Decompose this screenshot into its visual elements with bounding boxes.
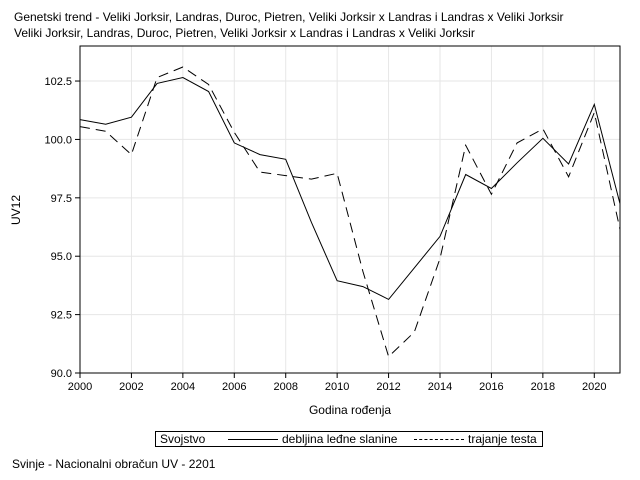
x-tick-label: 2008 <box>273 381 297 393</box>
legend-title: Svojstvo <box>160 432 206 446</box>
x-tick-label: 2016 <box>479 381 503 393</box>
y-tick-label: 90.0 <box>51 368 72 380</box>
x-axis-label: Godina rođenja <box>309 403 391 417</box>
y-tick-label: 102.5 <box>44 76 72 88</box>
chart-title-line-1: Genetski trend - Veliki Jorksir, Landras… <box>14 10 564 24</box>
legend-label-series-1: debljina leđne slanine <box>282 432 398 446</box>
x-tick-label: 2018 <box>531 381 555 393</box>
legend: Svojstvo debljina leđne slanine trajanje… <box>155 431 543 447</box>
y-tick-label: 97.5 <box>51 193 72 205</box>
x-tick-label: 2020 <box>582 381 606 393</box>
series-line-2 <box>79 66 621 358</box>
legend-label-series-2: trajanje testa <box>468 432 537 446</box>
line-chart: 2000 2002 2004 2006 2008 2010 2012 2014 2016 2018… <box>9 45 621 417</box>
x-tick-label: 2004 <box>171 381 195 393</box>
y-axis-label: UV12 <box>9 195 23 225</box>
series-lines <box>79 66 621 358</box>
x-tick-label: 2012 <box>376 381 400 393</box>
chart-title-line-2: Veliki Jorksir, Landras, Duroc, Pietren,… <box>14 26 475 40</box>
x-tick-label: 2010 <box>325 381 349 393</box>
x-tick-label: 2002 <box>119 381 143 393</box>
x-tick-label: 2006 <box>222 381 246 393</box>
axis-ticks: 2000 2002 2004 2006 2008 2010 2012 2014 2016 2018… <box>44 76 606 393</box>
legend-swatch-dashed <box>414 439 464 440</box>
y-tick-label: 100.0 <box>44 134 72 146</box>
y-tick-label: 92.5 <box>51 310 72 322</box>
grid <box>79 46 620 374</box>
legend-swatch-solid <box>228 439 278 440</box>
footnote: Svinje - Nacionalni obračun UV - 2201 <box>12 457 216 471</box>
x-tick-label: 2014 <box>428 381 452 393</box>
y-tick-label: 95.0 <box>51 251 72 263</box>
plot-frame <box>79 45 621 374</box>
series-line-1 <box>79 76 621 301</box>
x-tick-label: 2000 <box>68 381 92 393</box>
